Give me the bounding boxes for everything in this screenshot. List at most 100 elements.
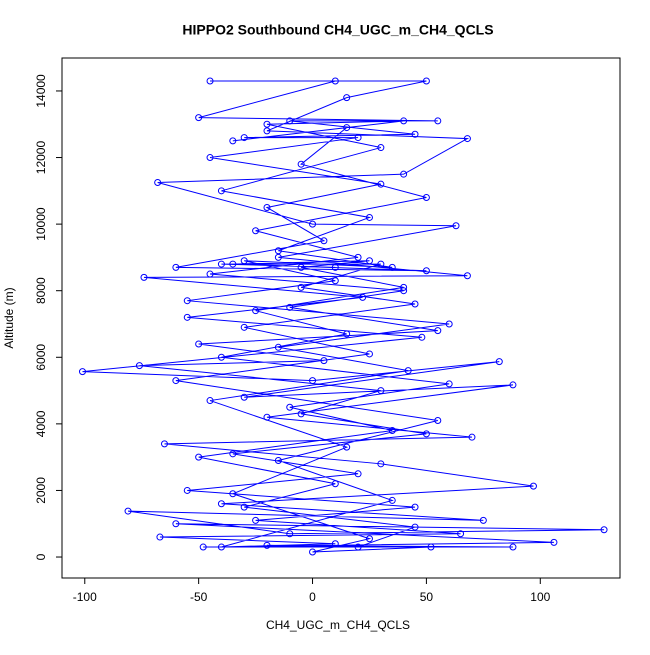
data-point [297, 160, 305, 168]
data-point [400, 287, 408, 295]
plot-frame [61, 57, 621, 579]
data-point [388, 263, 396, 271]
data-line [82, 80, 605, 553]
data-point [365, 350, 373, 358]
data-point [331, 540, 339, 548]
data-point [206, 154, 214, 162]
data-point [229, 260, 237, 268]
data-point [252, 227, 260, 235]
data-point [365, 535, 373, 543]
data-point [457, 530, 465, 538]
data-point [199, 543, 207, 551]
data-point [263, 120, 271, 128]
y-tick-label: 14000 [34, 74, 48, 108]
data-point [529, 482, 537, 490]
y-tick-label: 10000 [34, 207, 48, 241]
data-point [206, 397, 214, 405]
data-point [400, 117, 408, 125]
data-point [263, 541, 271, 549]
data-point [195, 114, 203, 122]
data-point [388, 427, 396, 435]
data-point [400, 283, 408, 291]
data-point [240, 323, 248, 331]
data-point [217, 260, 225, 268]
data-point [195, 453, 203, 461]
y-axis-label: Altitude (m) [2, 287, 16, 348]
data-point [343, 94, 351, 102]
data-point [411, 503, 419, 511]
y-tick-label: 4000 [34, 410, 48, 437]
data-point [354, 134, 362, 142]
data-point [377, 460, 385, 468]
data-point [206, 77, 214, 85]
data-point [297, 410, 305, 418]
data-point [331, 480, 339, 488]
data-point [135, 362, 143, 370]
y-tick-label: 6000 [34, 344, 48, 371]
data-point [206, 270, 214, 278]
data-point [509, 381, 517, 389]
data-point [124, 507, 132, 515]
data-point [359, 293, 367, 301]
data-point [343, 124, 351, 132]
data-point [354, 543, 362, 551]
data-point [468, 433, 476, 441]
data-point [309, 220, 317, 228]
data-point [274, 456, 282, 464]
data-point [463, 272, 471, 280]
x-tick-label: 100 [530, 590, 550, 604]
data-point [422, 430, 430, 438]
x-tick-label: -50 [190, 590, 208, 604]
data-point [377, 260, 385, 268]
data-point [331, 263, 339, 271]
data-point [411, 300, 419, 308]
data-point [331, 277, 339, 285]
data-point [297, 263, 305, 271]
data-point [154, 179, 162, 187]
data-point [320, 357, 328, 365]
data-point [463, 135, 471, 143]
data-point [240, 503, 248, 511]
data-point [172, 377, 180, 385]
data-point [309, 548, 317, 556]
data-point [172, 520, 180, 528]
data-point [377, 180, 385, 188]
data-point [172, 263, 180, 271]
data-point [388, 496, 396, 504]
data-point [418, 333, 426, 341]
data-point [240, 134, 248, 142]
data-point [434, 327, 442, 335]
data-point [274, 247, 282, 255]
data-point [427, 543, 435, 551]
data-point [195, 340, 203, 348]
y-tick-label: 12000 [34, 141, 48, 175]
data-point [183, 313, 191, 321]
data-point [160, 440, 168, 448]
data-point [331, 77, 339, 85]
data-point [354, 470, 362, 478]
data-point [434, 417, 442, 425]
data-point [286, 403, 294, 411]
data-point [354, 253, 362, 261]
data-point [252, 516, 260, 524]
chart-title: HIPPO2 Southbound CH4_UGC_m_CH4_QCLS [182, 22, 493, 38]
data-point [445, 320, 453, 328]
data-point [274, 253, 282, 261]
x-tick-label: 0 [309, 590, 316, 604]
data-point [240, 393, 248, 401]
data-point [309, 377, 317, 385]
data-point [297, 283, 305, 291]
data-point [343, 330, 351, 338]
data-point [422, 77, 430, 85]
data-point [217, 353, 225, 361]
data-point [252, 307, 260, 315]
data-point [422, 193, 430, 201]
data-point [445, 380, 453, 388]
data-point [434, 117, 442, 125]
data-point [286, 530, 294, 538]
data-point [156, 533, 164, 541]
data-point [183, 486, 191, 494]
